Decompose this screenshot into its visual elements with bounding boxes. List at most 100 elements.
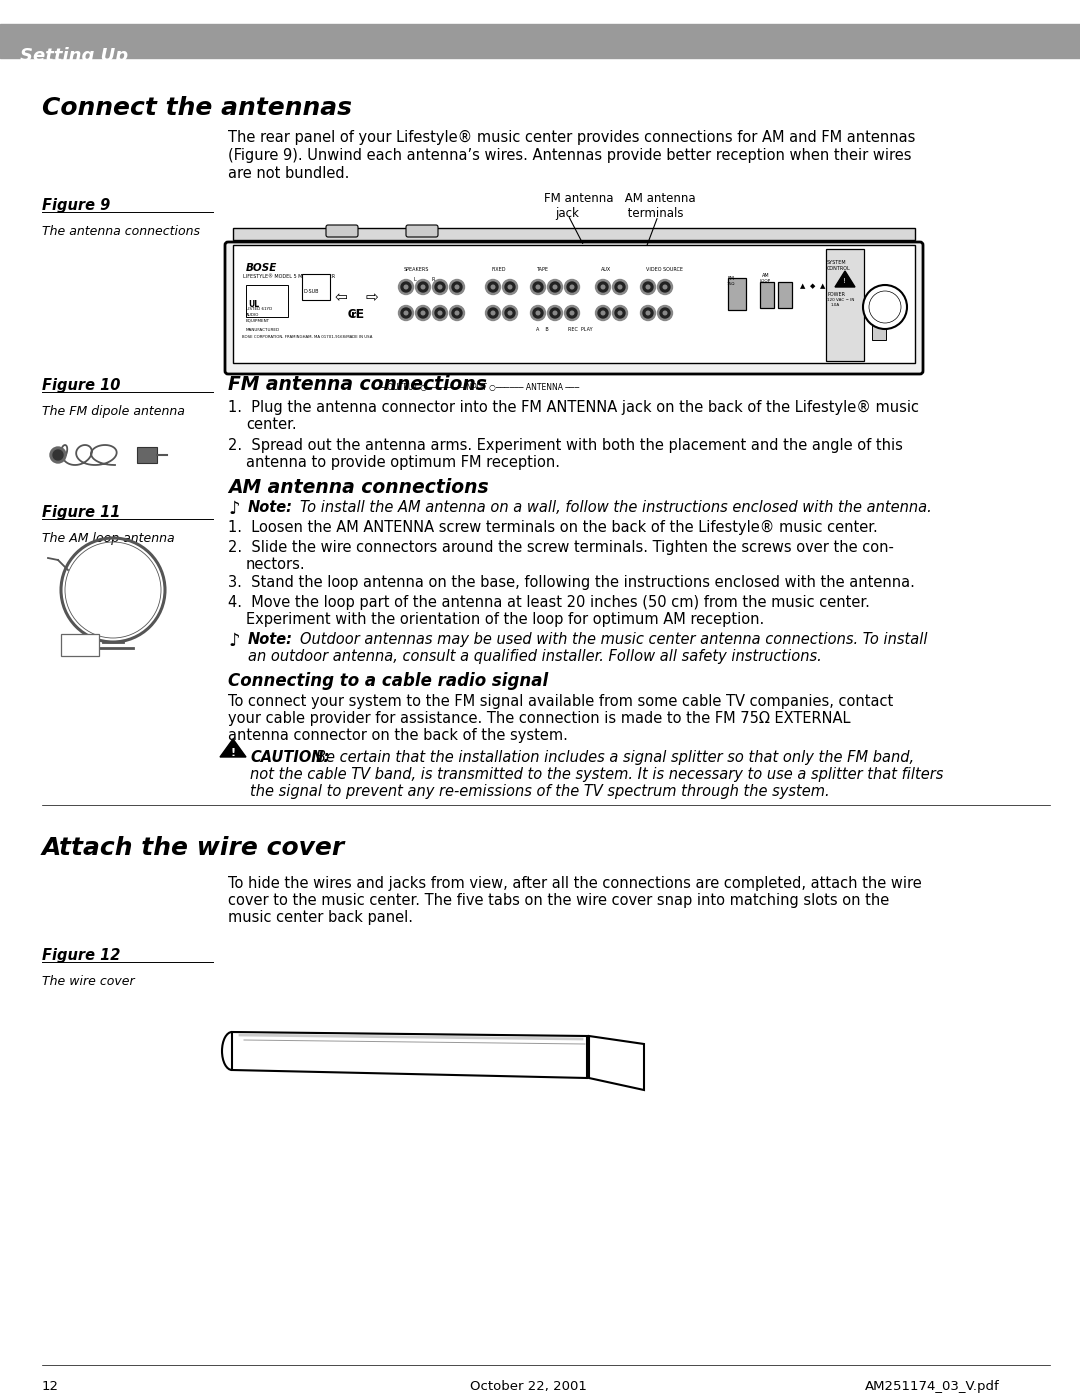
Circle shape xyxy=(509,312,512,314)
Circle shape xyxy=(491,312,495,314)
Circle shape xyxy=(598,307,608,319)
Text: BOSE CORPORATION, FRAMINGHAM, MA 01701-9168/MADE IN USA: BOSE CORPORATION, FRAMINGHAM, MA 01701-9… xyxy=(242,335,373,339)
Text: cover to the music center. The five tabs on the wire cover snap into matching sl: cover to the music center. The five tabs… xyxy=(228,893,889,908)
Bar xyxy=(137,447,157,462)
Circle shape xyxy=(550,282,561,292)
Text: FIXED: FIXED xyxy=(491,267,505,272)
Bar xyxy=(0,24,1080,59)
Text: AUDIO: AUDIO xyxy=(246,313,259,317)
Circle shape xyxy=(399,279,414,295)
Circle shape xyxy=(646,312,650,314)
Bar xyxy=(778,282,792,307)
Circle shape xyxy=(486,279,500,295)
Text: AUX: AUX xyxy=(600,267,611,272)
Text: the signal to prevent any re-emissions of the TV spectrum through the system.: the signal to prevent any re-emissions o… xyxy=(249,784,829,799)
Circle shape xyxy=(421,312,424,314)
Circle shape xyxy=(615,307,625,319)
Circle shape xyxy=(869,291,901,323)
Circle shape xyxy=(536,285,540,289)
Bar xyxy=(246,285,288,317)
Circle shape xyxy=(595,306,610,320)
Text: AM antenna connections: AM antenna connections xyxy=(228,478,488,497)
Circle shape xyxy=(660,282,670,292)
Text: The antenna connections: The antenna connections xyxy=(42,225,200,237)
Circle shape xyxy=(663,312,666,314)
Text: The AM loop antenna: The AM loop antenna xyxy=(42,532,175,545)
Text: Note:: Note: xyxy=(248,631,293,647)
Text: October 22, 2001: October 22, 2001 xyxy=(470,1380,586,1393)
Circle shape xyxy=(553,312,557,314)
Circle shape xyxy=(453,282,462,292)
Circle shape xyxy=(602,312,605,314)
Text: nectors.: nectors. xyxy=(246,557,306,571)
Circle shape xyxy=(640,306,656,320)
Text: AM: AM xyxy=(762,272,770,278)
Text: Connect the antennas: Connect the antennas xyxy=(42,96,352,120)
Circle shape xyxy=(505,282,515,292)
Text: 4.  Move the loop part of the antenna at least 20 inches (50 cm) from the music : 4. Move the loop part of the antenna at … xyxy=(228,595,869,610)
Circle shape xyxy=(455,312,459,314)
Circle shape xyxy=(618,285,622,289)
Circle shape xyxy=(404,312,408,314)
Text: Figure 12: Figure 12 xyxy=(42,949,120,963)
Text: ♪: ♪ xyxy=(228,631,240,650)
Circle shape xyxy=(505,307,515,319)
Circle shape xyxy=(863,285,907,330)
Circle shape xyxy=(660,307,670,319)
Circle shape xyxy=(502,306,517,320)
Text: LISTED 61YD: LISTED 61YD xyxy=(246,307,272,312)
Text: AM251174_03_V.pdf: AM251174_03_V.pdf xyxy=(865,1380,1000,1393)
Text: 1.  Plug the antenna connector into the FM ANTENNA jack on the back of the Lifes: 1. Plug the antenna connector into the F… xyxy=(228,400,919,415)
Text: D-SUB: D-SUB xyxy=(303,289,320,293)
Circle shape xyxy=(449,279,464,295)
Circle shape xyxy=(486,306,500,320)
Text: 120 VAC ∼ IN: 120 VAC ∼ IN xyxy=(827,298,854,302)
Text: REC  PLAY: REC PLAY xyxy=(568,327,593,332)
Text: TAPE: TAPE xyxy=(536,267,548,272)
Circle shape xyxy=(553,285,557,289)
Text: A    B: A B xyxy=(536,327,549,332)
Text: Figure 11: Figure 11 xyxy=(42,504,120,520)
Text: The FM dipole antenna: The FM dipole antenna xyxy=(42,405,185,418)
Text: ⇦: ⇦ xyxy=(335,291,348,305)
FancyBboxPatch shape xyxy=(225,242,923,374)
Circle shape xyxy=(418,307,428,319)
Text: ♪: ♪ xyxy=(228,500,240,518)
Circle shape xyxy=(565,306,580,320)
Circle shape xyxy=(618,312,622,314)
Text: Connecting to a cable radio signal: Connecting to a cable radio signal xyxy=(228,672,549,690)
Text: Figure 9: Figure 9 xyxy=(42,198,110,212)
Circle shape xyxy=(640,279,656,295)
Circle shape xyxy=(567,307,577,319)
Text: Attach the wire cover: Attach the wire cover xyxy=(42,835,346,861)
Text: The wire cover: The wire cover xyxy=(42,975,135,988)
Circle shape xyxy=(663,285,666,289)
Circle shape xyxy=(643,282,653,292)
Circle shape xyxy=(570,285,573,289)
Circle shape xyxy=(449,306,464,320)
Text: !: ! xyxy=(843,278,846,284)
Circle shape xyxy=(565,279,580,295)
Bar xyxy=(872,320,886,339)
Polygon shape xyxy=(220,739,246,757)
Circle shape xyxy=(438,285,442,289)
Circle shape xyxy=(534,307,543,319)
Text: L: L xyxy=(413,277,416,282)
Text: antenna connector on the back of the system.: antenna connector on the back of the sys… xyxy=(228,728,568,743)
Text: 1.  Loosen the AM ANTENNA screw terminals on the back of the Lifestyle® music ce: 1. Loosen the AM ANTENNA screw terminals… xyxy=(228,520,878,535)
Text: center.: center. xyxy=(246,416,297,432)
Text: 3.  Stand the loop antenna on the base, following the instructions enclosed with: 3. Stand the loop antenna on the base, f… xyxy=(228,576,915,590)
Circle shape xyxy=(401,307,411,319)
Circle shape xyxy=(658,306,673,320)
Text: CAUTION:: CAUTION: xyxy=(249,750,329,766)
Text: ▲: ▲ xyxy=(800,284,806,289)
Circle shape xyxy=(570,312,573,314)
Text: Outdoor antennas may be used with the music center antenna connections. To insta: Outdoor antennas may be used with the mu… xyxy=(300,631,928,647)
Circle shape xyxy=(550,307,561,319)
Text: Setting Up: Setting Up xyxy=(21,47,129,66)
Text: MANUFACTURED: MANUFACTURED xyxy=(246,328,280,332)
Circle shape xyxy=(435,282,445,292)
Text: FM: FM xyxy=(727,277,734,281)
Text: ◆: ◆ xyxy=(810,284,815,289)
Text: VIDEO SOURCE: VIDEO SOURCE xyxy=(646,267,683,272)
